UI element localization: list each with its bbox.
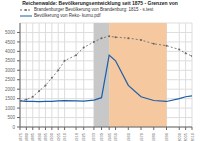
svg-text:2010: 2010 [190,132,193,141]
svg-text:1885: 1885 [30,132,35,141]
html-text:Reichenwalde: Bevölkerungsentw: Reichenwalde: Bevölkerungsentwicklung se… [22,0,178,6]
svg-text:4500: 4500 [8,40,15,45]
svg-text:4000: 4000 [8,49,15,54]
svg-text:1990: 1990 [164,132,169,141]
svg-text:1960: 1960 [126,132,131,141]
svg-text:1500: 1500 [8,96,15,101]
svg-text:1970: 1970 [139,132,144,141]
svg-text:0: 0 [12,125,15,130]
svg-text:3000: 3000 [8,68,15,73]
svg-text:1875: 1875 [18,132,23,141]
svg-text:1910: 1910 [62,132,67,141]
svg-text:500: 500 [8,115,15,120]
svg-text:1933: 1933 [91,132,96,141]
svg-text:3500: 3500 [8,58,15,63]
svg-text:2000: 2000 [8,87,15,92]
svg-text:1880: 1880 [24,132,29,141]
svg-text:1980: 1980 [151,132,156,141]
svg-text:1895: 1895 [43,132,48,141]
svg-text:1905: 1905 [56,132,61,141]
svg-text:1939: 1939 [99,132,104,141]
svg-text:2005: 2005 [183,132,188,141]
svg-text:1890: 1890 [37,132,42,141]
html-text:Brandenburger Bevölkerung von: Brandenburger Bevölkerung von Brandenbur… [34,7,154,12]
svg-text:1950: 1950 [113,132,118,141]
svg-text:2000: 2000 [177,132,182,141]
svg-text:1925: 1925 [81,132,86,141]
svg-text:1945: 1945 [107,132,112,141]
svg-text:5000: 5000 [8,30,15,35]
svg-text:1000: 1000 [8,106,15,111]
html-text:Bevölkerung von Reko- kumu.pdf: Bevölkerung von Reko- kumu.pdf [34,13,101,18]
svg-text:1919: 1919 [74,132,79,141]
svg-text:1900: 1900 [49,132,54,141]
svg-text:2500: 2500 [8,77,15,82]
